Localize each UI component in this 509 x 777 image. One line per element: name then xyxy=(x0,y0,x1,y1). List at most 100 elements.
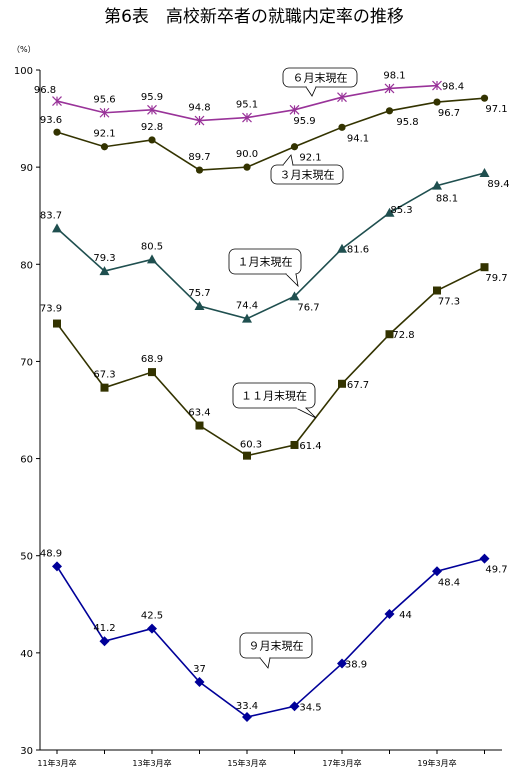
data-label-nov: 61.4 xyxy=(299,441,321,452)
data-point-sep xyxy=(52,561,62,572)
data-point-jun xyxy=(242,112,252,123)
data-label-jan: 83.7 xyxy=(40,210,62,221)
data-point-sep xyxy=(242,711,252,722)
data-label-layer: 96.895.695.994.895.195.997.298.198.493.6… xyxy=(34,70,509,713)
data-label-sep: 48.9 xyxy=(40,548,62,559)
x-tick-label: 11年3月卒 xyxy=(37,758,76,768)
data-label-sep: 48.4 xyxy=(438,577,460,588)
data-label-nov: 67.7 xyxy=(347,380,369,391)
data-point-jan xyxy=(99,266,110,276)
data-label-jan: 89.4 xyxy=(487,179,509,190)
y-tick-label: 40 xyxy=(20,649,33,660)
data-label-nov: 72.8 xyxy=(392,330,414,341)
data-point-sep xyxy=(337,658,347,669)
series-mar xyxy=(53,94,489,174)
legend-callout-box xyxy=(239,632,313,659)
legend-callout-nov: １１月末現在 xyxy=(232,382,317,419)
legend-callout-box xyxy=(232,382,316,409)
data-label-sep: 41.2 xyxy=(93,623,115,634)
data-point-mar xyxy=(480,94,489,102)
legend-callout-sep: ９月末現在 xyxy=(239,632,313,669)
data-label-jun: 95.9 xyxy=(141,92,163,103)
series-jan xyxy=(52,167,490,323)
data-label-jan: 85.3 xyxy=(390,205,412,216)
legend-callout-pointer xyxy=(295,407,317,419)
legend-callout-label: ９月末現在 xyxy=(249,639,304,653)
data-label-jan: 79.3 xyxy=(93,253,115,264)
data-label-mar: 97.1 xyxy=(485,104,507,115)
legend-callout-box xyxy=(282,67,358,88)
legend-callout-pointer xyxy=(259,657,271,669)
data-label-jun: 96.8 xyxy=(34,85,56,96)
data-point-jun xyxy=(52,96,62,107)
data-point-jun xyxy=(337,92,347,103)
data-label-mar: 93.6 xyxy=(40,115,62,126)
y-tick-label: 80 xyxy=(20,260,33,271)
legend-callout-pointer xyxy=(305,86,317,97)
data-label-jun: 95.6 xyxy=(93,95,115,106)
data-label-nov: 60.3 xyxy=(240,440,262,451)
data-point-nov xyxy=(480,263,489,272)
legend-callout-box xyxy=(270,164,344,185)
data-label-sep: 49.7 xyxy=(485,565,507,576)
data-label-mar: 90.0 xyxy=(236,149,258,160)
data-point-mar xyxy=(290,143,299,151)
data-label-jun: 98.4 xyxy=(442,82,464,93)
data-label-sep: 44 xyxy=(399,610,412,621)
data-point-jan xyxy=(194,301,205,311)
data-point-nov xyxy=(290,440,299,449)
chart-title: 第6表 高校新卒者の就職内定率の推移 xyxy=(104,7,404,27)
data-point-nov xyxy=(243,451,251,460)
series-line-mar xyxy=(56,97,485,171)
data-label-jan: 80.5 xyxy=(141,241,163,252)
data-point-jan xyxy=(479,167,490,177)
y-tick-label: 30 xyxy=(20,746,33,757)
data-point-jun xyxy=(99,107,110,118)
data-point-jan xyxy=(337,243,347,253)
data-point-nov xyxy=(385,330,394,339)
data-label-jan: 74.4 xyxy=(236,301,258,312)
data-point-jan xyxy=(432,180,442,190)
legend-callout-label: １月末現在 xyxy=(238,255,293,269)
data-point-jun xyxy=(194,115,205,126)
data-point-nov xyxy=(53,319,61,328)
data-point-jan xyxy=(147,254,157,264)
data-point-mar xyxy=(243,163,251,171)
data-label-mar: 94.1 xyxy=(347,133,369,144)
data-label-sep: 38.9 xyxy=(345,660,367,671)
data-point-sep xyxy=(289,701,300,712)
data-point-jun xyxy=(289,104,300,115)
data-point-mar xyxy=(195,166,204,174)
data-point-nov xyxy=(148,368,156,377)
data-label-nov: 63.4 xyxy=(188,408,210,419)
data-point-mar xyxy=(385,107,394,115)
data-label-mar: 92.8 xyxy=(141,122,163,133)
data-point-mar xyxy=(100,143,109,151)
series-nov xyxy=(53,263,489,460)
data-point-mar xyxy=(53,128,61,136)
data-point-mar xyxy=(148,136,156,144)
data-label-jan: 88.1 xyxy=(436,194,458,205)
data-point-nov xyxy=(433,286,441,295)
y-axis-unit: （%） xyxy=(12,45,36,54)
data-label-jan: 76.7 xyxy=(297,302,319,313)
data-point-sep xyxy=(99,636,110,647)
data-point-sep xyxy=(194,677,205,687)
data-point-jun xyxy=(432,80,442,91)
data-label-jun: 94.8 xyxy=(188,103,210,114)
x-tick-label: 13年3月卒 xyxy=(132,758,171,768)
data-label-sep: 34.5 xyxy=(299,702,321,713)
data-point-sep xyxy=(384,609,395,619)
y-tick-label: 50 xyxy=(20,552,33,563)
legend-callout-pointer xyxy=(282,154,294,166)
data-point-jun xyxy=(384,83,395,94)
legend-callout-box xyxy=(228,248,302,275)
data-point-sep xyxy=(432,566,442,577)
data-label-sep: 42.5 xyxy=(141,611,163,622)
data-point-nov xyxy=(338,379,346,388)
legend-callouts: ６月末現在 ３月末現在 １月末現在 １１月末現在 ９月末現在 xyxy=(228,67,358,669)
series-line-nov xyxy=(56,266,485,457)
data-label-jun: 95.9 xyxy=(293,116,315,127)
legend-callout-pointer xyxy=(285,273,299,288)
